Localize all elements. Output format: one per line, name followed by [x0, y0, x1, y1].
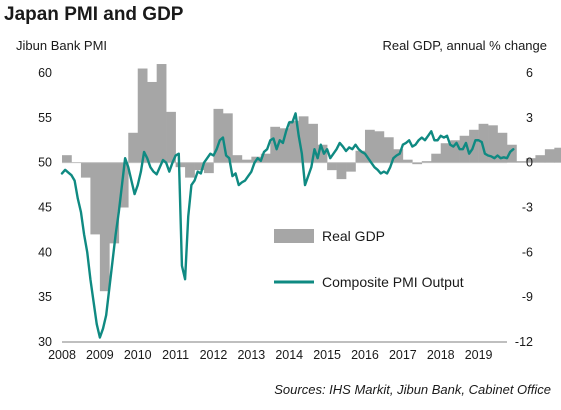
x-tick: 2013 — [237, 348, 265, 362]
gdp-bar — [166, 111, 176, 163]
gdp-bar — [204, 162, 214, 174]
gdp-bar — [298, 116, 309, 163]
gdp-bar — [336, 162, 347, 180]
pmi-line — [60, 112, 515, 339]
y-axis-left-label: Jibun Bank PMI — [16, 38, 108, 53]
gdp-bar — [308, 123, 318, 163]
gdp-bar — [507, 144, 517, 163]
y-tick-left: 40 — [38, 245, 52, 259]
gdp-bar — [317, 144, 328, 163]
gdp-bar — [488, 125, 498, 163]
x-tick: 2008 — [48, 348, 76, 362]
x-tick: 2012 — [200, 348, 228, 362]
legend-label-composite-pmi: Composite PMI Output — [322, 274, 464, 290]
gdp-bar — [346, 162, 356, 172]
x-tick: 2014 — [275, 348, 303, 362]
legend-swatch-real-gdp — [274, 229, 314, 243]
gdp-bar — [118, 162, 129, 208]
gdp-bar — [393, 149, 404, 163]
gdp-bar — [440, 143, 451, 163]
pmi-line-group — [60, 112, 515, 339]
gdp-bar — [497, 132, 508, 163]
x-tick: 2018 — [427, 348, 455, 362]
y-tick-right: -6 — [522, 245, 533, 259]
gdp-bar — [137, 68, 148, 163]
gdp-bar — [478, 123, 489, 163]
gdp-bar — [402, 159, 413, 163]
y-tick-left: 55 — [38, 111, 52, 125]
legend-label-real-gdp: Real GDP — [322, 228, 385, 244]
x-tick: 2017 — [389, 348, 417, 362]
chart-title: Japan PMI and GDP — [4, 4, 184, 25]
y-tick-right: -12 — [515, 335, 533, 349]
x-tick: 2011 — [162, 348, 189, 362]
gdp-bar — [222, 113, 233, 163]
gdp-bar — [289, 120, 299, 163]
y-tick-right: -3 — [522, 201, 533, 215]
gdp-bar — [421, 161, 432, 163]
gdp-bar — [194, 162, 205, 171]
gdp-bar — [62, 155, 72, 163]
y-tick-right: 6 — [526, 66, 533, 80]
y-tick-left: 35 — [38, 290, 52, 304]
gdp-bar — [525, 158, 536, 163]
legend: Real GDP Composite PMI Output — [274, 228, 464, 290]
gdp-bar — [279, 128, 290, 163]
gdp-bar — [535, 155, 546, 163]
gdp-bar — [156, 64, 167, 163]
gdp-bar — [109, 162, 120, 244]
gdp-bar — [516, 161, 527, 163]
y-axis-right-label: Real GDP, annual % change — [382, 38, 547, 53]
y-tick-right: -9 — [522, 290, 533, 304]
gdp-bar — [99, 162, 110, 292]
axes — [62, 162, 507, 343]
x-tick: 2015 — [313, 348, 341, 362]
gdp-bar — [80, 162, 91, 178]
y-tick-left: 50 — [38, 156, 52, 170]
gdp-bar — [128, 132, 139, 163]
y-tick-left: 30 — [38, 335, 52, 349]
y-tick-right: 3 — [526, 111, 533, 125]
x-tick: 2016 — [351, 348, 379, 362]
gdp-bar — [364, 129, 375, 163]
x-tick: 2010 — [124, 348, 152, 362]
gdp-bar — [213, 108, 224, 163]
gdp-bar — [544, 149, 555, 163]
gdp-bar — [241, 159, 252, 163]
gdp-bar — [260, 153, 271, 163]
y-tick-right: 0 — [526, 156, 533, 170]
gdp-bar — [175, 162, 186, 168]
source-note: Sources: IHS Markit, Jibun Bank, Cabinet… — [274, 382, 551, 397]
x-tick: 2009 — [86, 348, 114, 362]
gdp-bar — [554, 147, 561, 163]
gdp-bar — [383, 137, 394, 163]
gdp-bars — [62, 64, 561, 292]
gdp-bar — [232, 155, 243, 163]
x-tick: 2019 — [465, 348, 493, 362]
gdp-bar — [450, 140, 460, 163]
gdp-bar — [374, 131, 385, 163]
gdp-bar — [459, 135, 470, 163]
gdp-bar — [147, 81, 157, 163]
y-tick-left: 60 — [38, 66, 52, 80]
gdp-bar — [412, 162, 423, 165]
gdp-bar — [431, 153, 442, 163]
gdp-bar — [90, 162, 101, 235]
y-tick-left: 45 — [38, 201, 52, 215]
gdp-bar — [185, 162, 195, 178]
gdp-bar — [327, 162, 337, 171]
gdp-bar — [355, 150, 366, 163]
